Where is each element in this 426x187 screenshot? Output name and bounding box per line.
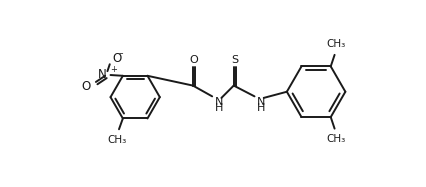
Text: +: + <box>110 65 117 74</box>
Text: –: – <box>118 49 123 58</box>
Text: S: S <box>231 55 238 65</box>
Text: H: H <box>214 103 223 113</box>
Text: O: O <box>189 55 198 65</box>
Text: N: N <box>98 68 106 81</box>
Text: N: N <box>214 97 223 107</box>
Text: O: O <box>113 52 122 65</box>
Text: N: N <box>257 97 265 107</box>
Text: CH₃: CH₃ <box>326 134 346 144</box>
Text: O: O <box>81 80 90 93</box>
Text: H: H <box>257 103 265 113</box>
Text: CH₃: CH₃ <box>107 135 127 145</box>
Text: CH₃: CH₃ <box>326 39 346 49</box>
